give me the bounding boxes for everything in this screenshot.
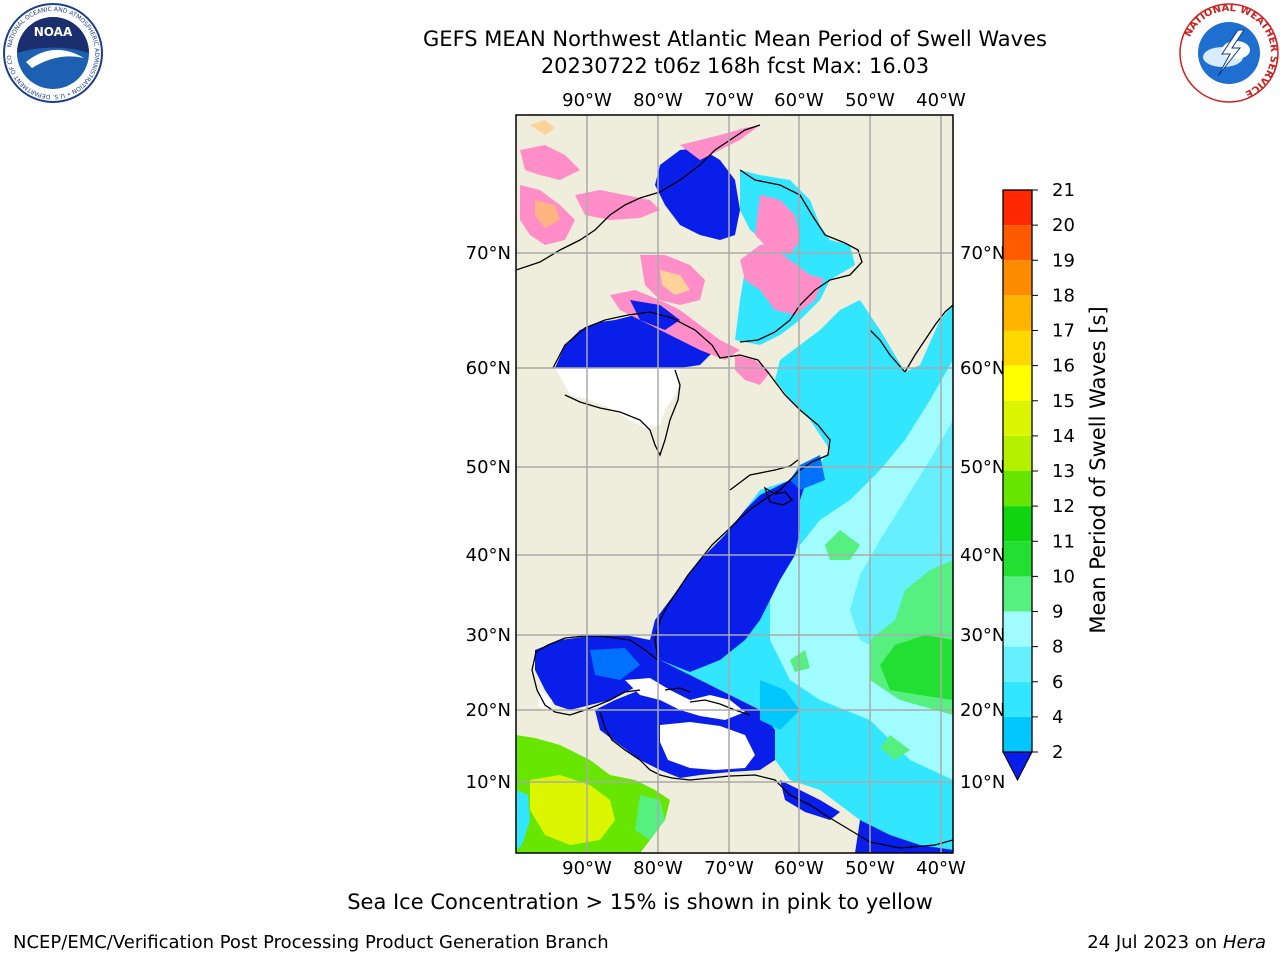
colorbar-bin xyxy=(1003,471,1032,507)
lon-label-bottom: 50°W xyxy=(845,858,895,879)
colorbar-tick-label: 4 xyxy=(1052,707,1063,728)
lat-label-left: 20°N xyxy=(466,700,511,721)
colorbar-bin xyxy=(1003,400,1032,436)
colorbar-bin xyxy=(1003,716,1032,752)
lon-label-bottom: 90°W xyxy=(562,858,612,879)
lon-label-top: 80°W xyxy=(633,90,683,111)
lat-label-left: 40°N xyxy=(466,545,511,566)
lat-label-left: 10°N xyxy=(466,772,511,793)
longitude-labels-bottom: 90°W 80°W 70°W 60°W 50°W 40°W xyxy=(562,858,966,879)
colorbar-tick-label: 18 xyxy=(1052,285,1075,306)
lon-label-bottom: 40°W xyxy=(916,858,966,879)
map-frame xyxy=(515,114,954,854)
colorbar-bin xyxy=(1003,435,1032,471)
graticule xyxy=(516,115,953,853)
colorbar-tick-label: 20 xyxy=(1052,215,1075,236)
colorbar-tick-label: 15 xyxy=(1052,391,1075,412)
colorbar-bin xyxy=(1003,365,1032,401)
lon-label-bottom: 70°W xyxy=(704,858,754,879)
lat-label-right: 30°N xyxy=(960,625,1005,646)
lon-label-top: 40°W xyxy=(916,90,966,111)
chart-title: GEFS MEAN Northwest Atlantic Mean Period… xyxy=(423,27,1047,51)
latitude-labels-right: 70°N 60°N 50°N 40°N 30°N 20°N 10°N xyxy=(960,243,1005,793)
colorbar-bin xyxy=(1003,190,1032,226)
colorbar-tick-label: 9 xyxy=(1052,602,1063,623)
swell-period-field xyxy=(516,120,953,853)
sea-ice-note: Sea Ice Concentration > 15% is shown in … xyxy=(347,890,933,914)
lon-label-top: 90°W xyxy=(562,90,612,111)
footer-machine: Hera xyxy=(1222,932,1266,953)
colorbar-bin xyxy=(1003,225,1032,261)
footer-date: 24 Jul 2023 on Hera xyxy=(1087,932,1266,953)
colorbar-tick-label: 10 xyxy=(1052,566,1075,587)
colorbar-bin xyxy=(1003,576,1032,612)
colorbar-tick-label: 16 xyxy=(1052,356,1075,377)
colorbar-bin xyxy=(1003,330,1032,366)
colorbar-bin xyxy=(1003,260,1032,296)
noaa-logo-text: NOAA xyxy=(34,25,73,39)
colorbar-bin xyxy=(1003,506,1032,542)
colorbar-tick-label: 21 xyxy=(1052,180,1075,201)
lat-label-right: 40°N xyxy=(960,545,1005,566)
colorbar-tick-label: 12 xyxy=(1052,496,1075,517)
map-panel xyxy=(516,115,953,853)
longitude-labels-top: 90°W 80°W 70°W 60°W 50°W 40°W xyxy=(562,90,966,111)
lat-label-left: 30°N xyxy=(466,625,511,646)
lat-label-right: 60°N xyxy=(960,358,1005,379)
colorbar-tick-label: 13 xyxy=(1052,461,1075,482)
colorbar-tick-label: 8 xyxy=(1052,637,1063,658)
colorbar-bin xyxy=(1003,681,1032,717)
nws-logo: NATIONAL WEATHER SERVICE xyxy=(1179,3,1279,103)
colorbar-tick-label: 2 xyxy=(1052,742,1063,763)
colorbar-bin xyxy=(1003,611,1032,647)
colorbar-label: Mean Period of Swell Waves [s] xyxy=(1086,306,1110,633)
forecast-subtitle: 20230722 t06z 168h fcst Max: 16.03 xyxy=(540,54,930,78)
colorbar-bin xyxy=(1003,541,1032,577)
footer-credit: NCEP/EMC/Verification Post Processing Pr… xyxy=(13,932,609,953)
colorbar-tick-label: 11 xyxy=(1052,531,1075,552)
colorbar-tick-label: 6 xyxy=(1052,672,1063,693)
noaa-logo: NATIONAL OCEANIC AND ATMOSPHERIC ADMINIS… xyxy=(2,2,103,103)
lat-label-left: 70°N xyxy=(466,243,511,264)
colorbar-tick-label: 17 xyxy=(1052,321,1075,342)
lon-label-top: 50°W xyxy=(845,90,895,111)
lat-label-right: 70°N xyxy=(960,243,1005,264)
lat-label-right: 50°N xyxy=(960,457,1005,478)
lat-label-right: 10°N xyxy=(960,772,1005,793)
lat-label-right: 20°N xyxy=(960,700,1005,721)
lat-label-left: 50°N xyxy=(466,457,511,478)
colorbar: 2 4 6 8 9 10 11 12 13 14 15 16 17 18 19 20 21 xyxy=(1002,180,1075,782)
coastlines xyxy=(516,124,953,849)
lat-label-left: 60°N xyxy=(466,358,511,379)
lon-label-bottom: 60°W xyxy=(774,858,824,879)
colorbar-underflow xyxy=(1002,751,1033,782)
colorbar-bin xyxy=(1003,295,1032,331)
lon-label-top: 60°W xyxy=(774,90,824,111)
colorbar-tick-label: 19 xyxy=(1052,250,1075,271)
latitude-labels-left: 70°N 60°N 50°N 40°N 30°N 20°N 10°N xyxy=(466,243,511,793)
lon-label-top: 70°W xyxy=(704,90,754,111)
footer-date-text: 24 Jul 2023 on xyxy=(1087,932,1223,953)
colorbar-bin xyxy=(1003,646,1032,682)
colorbar-tick-label: 14 xyxy=(1052,426,1075,447)
lon-label-bottom: 80°W xyxy=(633,858,683,879)
